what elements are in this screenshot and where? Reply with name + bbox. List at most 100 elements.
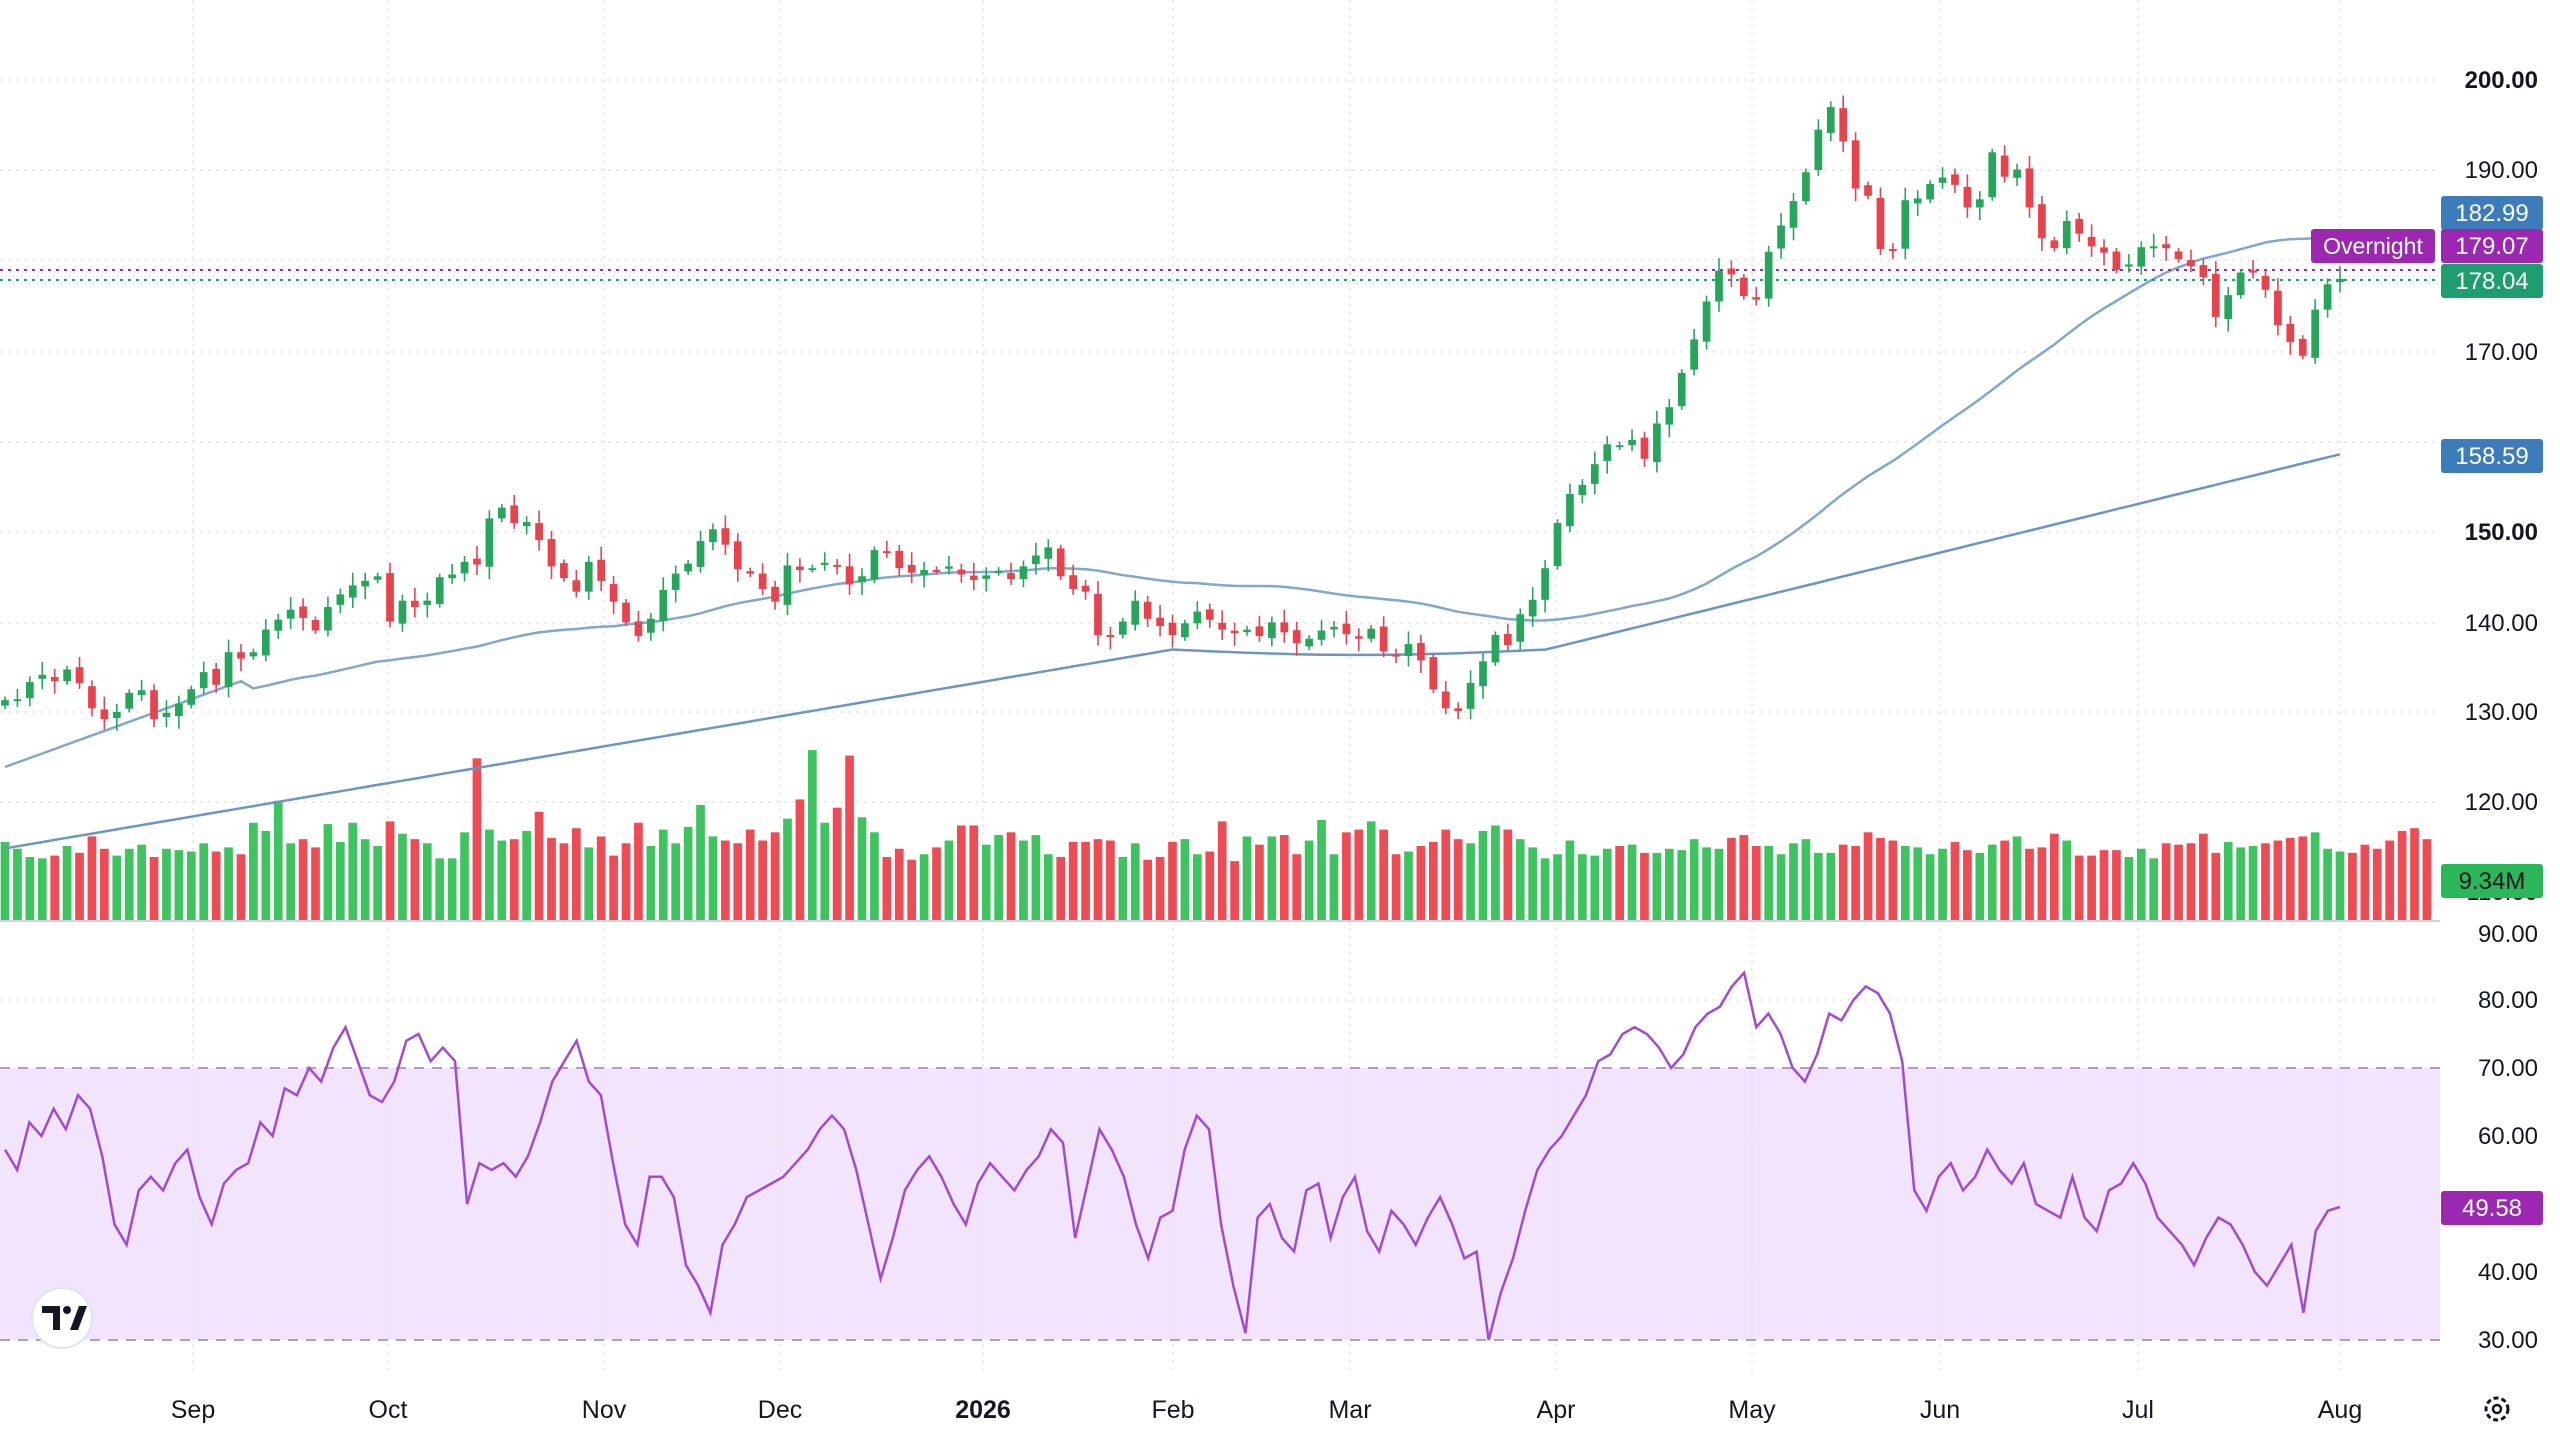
candle-body xyxy=(1106,635,1115,638)
volume-bar xyxy=(795,799,805,920)
volume-bar xyxy=(1279,835,1289,920)
price-tick-label: 170.00 xyxy=(2465,339,2538,366)
candle-body xyxy=(187,689,196,705)
candle-body xyxy=(373,576,382,580)
time-tick-label: Feb xyxy=(1151,1396,1194,1424)
volume-bar xyxy=(708,836,718,920)
candle-body xyxy=(709,529,717,543)
volume-bar xyxy=(1652,852,1662,920)
volume-bar xyxy=(485,829,494,920)
candle-body xyxy=(1,700,9,706)
volume-bar xyxy=(1876,837,1885,920)
volume-bar xyxy=(2236,847,2245,920)
candle-body xyxy=(1441,691,1450,709)
volume-bar xyxy=(2385,840,2395,920)
volume-bar xyxy=(671,843,681,920)
volume-bar xyxy=(137,844,146,920)
candle-body xyxy=(671,573,680,590)
candle-body xyxy=(2062,221,2071,249)
candle-body xyxy=(696,541,705,567)
candle-body xyxy=(945,566,953,569)
volume-bar xyxy=(1031,835,1041,920)
volume-bar xyxy=(1528,847,1538,920)
volume-bar xyxy=(1168,841,1177,920)
candle-body xyxy=(38,674,47,679)
candle-body xyxy=(597,559,606,581)
volume-bar xyxy=(1478,830,1488,920)
candle-body xyxy=(833,564,842,567)
candle-body xyxy=(1752,297,1761,300)
candle-body xyxy=(1305,638,1313,647)
volume-bar xyxy=(1925,854,1935,920)
rsi-tick-label: 30.00 xyxy=(2478,1327,2538,1354)
volume-bar xyxy=(1416,846,1426,920)
candle-body xyxy=(1168,622,1177,636)
volume-bar xyxy=(2422,839,2432,920)
candle-body xyxy=(1988,152,1997,198)
tradingview-logo[interactable] xyxy=(31,1287,93,1349)
volume-bar xyxy=(770,832,780,920)
candle-body xyxy=(808,568,817,571)
price-tick-label: 140.00 xyxy=(2465,610,2538,637)
candle-body xyxy=(1702,301,1711,342)
volume-bar xyxy=(385,821,395,920)
settings-gear-icon[interactable] xyxy=(2484,1396,2510,1422)
volume-bar xyxy=(1242,836,1252,920)
candle-body xyxy=(1578,484,1587,496)
candle-body xyxy=(411,600,419,608)
candle-body xyxy=(2100,247,2108,253)
volume-bar xyxy=(460,832,469,920)
candle-body xyxy=(1019,566,1028,580)
candle-body xyxy=(1901,200,1910,249)
candle-body xyxy=(1081,585,1090,592)
candle-body xyxy=(25,682,34,699)
candle-body xyxy=(758,573,767,589)
candle-body xyxy=(2038,204,2046,239)
candle-body xyxy=(2137,247,2146,267)
volume-bar xyxy=(472,758,482,920)
volume-bar xyxy=(398,833,407,920)
candle-body xyxy=(497,507,506,519)
candle-body xyxy=(88,686,96,709)
candle-body xyxy=(1230,630,1239,634)
volume-bar xyxy=(335,841,345,920)
candle-body xyxy=(1292,630,1301,644)
moving-averages xyxy=(4,236,2341,850)
candle-body xyxy=(1193,611,1202,624)
candle-body xyxy=(423,600,432,605)
volume-bar xyxy=(1379,829,1388,920)
ma-slow-line xyxy=(4,453,2341,850)
candle-body xyxy=(1044,547,1053,559)
volume-bar xyxy=(1317,819,1326,920)
ma-slow-badge: 158.59 xyxy=(2441,439,2543,473)
volume-badge: 9.34M xyxy=(2441,864,2543,898)
volume-bar xyxy=(1764,846,1774,920)
candle-body xyxy=(2075,218,2084,234)
candle-body xyxy=(2025,168,2034,208)
time-tick-label: Sep xyxy=(171,1396,215,1424)
volume-bar xyxy=(2348,852,2357,920)
volume-bar xyxy=(1590,855,1600,920)
candle-body xyxy=(448,574,456,579)
time-axis[interactable]: Sep Oct Nov Dec 2026 Feb Mar Apr May Jun Jul Aug xyxy=(171,1396,2362,1424)
candle-body xyxy=(2236,272,2245,296)
volume-bar xyxy=(745,829,755,920)
volume-bar xyxy=(2273,840,2283,920)
volume-bar xyxy=(1739,835,1749,920)
rsi-axis[interactable]: 90.00 80.00 70.00 60.00 40.00 30.00 xyxy=(2478,921,2538,1354)
volume-bar xyxy=(1838,844,1848,920)
candle-body xyxy=(1665,407,1674,425)
candle-body xyxy=(2162,244,2170,249)
volume-bar xyxy=(646,846,656,920)
volume-bar xyxy=(1292,854,1302,920)
volume-bar xyxy=(1453,839,1463,920)
volume-bar xyxy=(609,855,618,920)
volume-bar xyxy=(1503,829,1513,920)
volume-bar xyxy=(2136,848,2146,920)
volume-bar xyxy=(174,850,184,920)
volume-bar xyxy=(13,848,22,920)
candle-body xyxy=(311,620,320,631)
volume-bar xyxy=(1192,854,1202,920)
